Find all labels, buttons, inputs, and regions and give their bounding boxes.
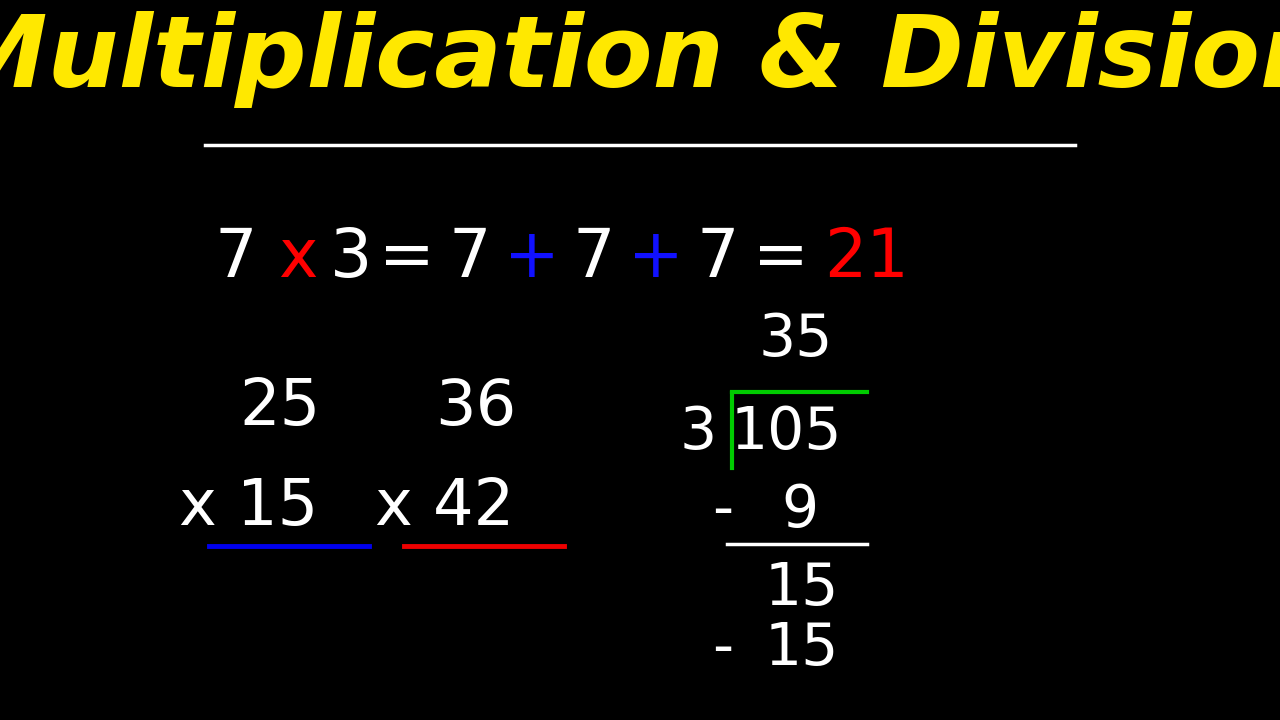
Text: x 42: x 42 xyxy=(375,476,515,538)
Text: Multiplication & Division: Multiplication & Division xyxy=(0,11,1280,108)
Text: 15: 15 xyxy=(764,621,838,678)
Text: 105: 105 xyxy=(731,404,842,461)
Text: 36: 36 xyxy=(435,377,516,438)
Text: 15: 15 xyxy=(764,560,838,617)
Text: 25: 25 xyxy=(239,377,321,438)
Text: =: = xyxy=(379,225,435,292)
Text: 3: 3 xyxy=(680,404,717,461)
Text: x 15: x 15 xyxy=(179,476,319,538)
Text: -: - xyxy=(712,621,733,678)
Text: =: = xyxy=(753,225,808,292)
Text: +: + xyxy=(628,225,684,292)
Text: 7: 7 xyxy=(696,225,740,292)
Text: 7: 7 xyxy=(448,225,490,292)
Text: 7: 7 xyxy=(214,225,257,292)
Text: 35: 35 xyxy=(758,312,833,369)
Text: 21: 21 xyxy=(824,225,909,292)
Text: x: x xyxy=(278,225,317,292)
Text: 7: 7 xyxy=(572,225,614,292)
Text: -: - xyxy=(712,482,733,539)
Text: +: + xyxy=(504,225,559,292)
Text: 9: 9 xyxy=(781,482,818,539)
Text: 3: 3 xyxy=(330,225,372,292)
